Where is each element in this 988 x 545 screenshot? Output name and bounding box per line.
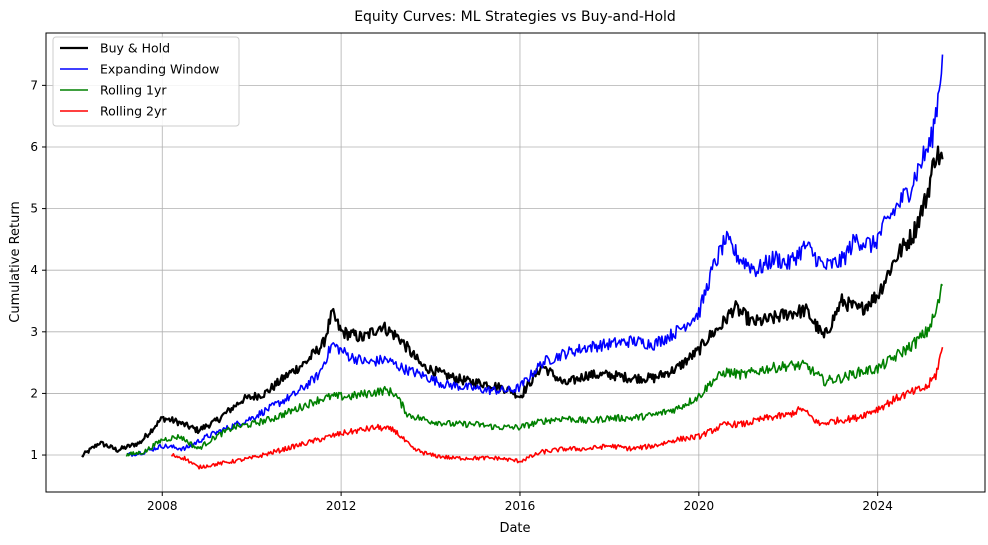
legend-label: Rolling 2yr bbox=[100, 104, 167, 119]
y-tick-label: 4 bbox=[30, 263, 38, 277]
series-line-0 bbox=[81, 145, 944, 458]
chart-title: Equity Curves: ML Strategies vs Buy-and-… bbox=[354, 9, 676, 25]
y-axis-ticks: 1 2 3 4 5 6 7 bbox=[30, 78, 46, 462]
y-tick-label: 2 bbox=[30, 386, 38, 400]
legend: Buy & Hold Expanding Window Rolling 1yr Rol… bbox=[52, 36, 240, 127]
x-tick-label: 2024 bbox=[862, 499, 893, 513]
legend-box bbox=[52, 36, 240, 127]
y-tick-label: 1 bbox=[30, 448, 38, 462]
y-tick-label: 3 bbox=[30, 325, 38, 339]
x-tick-label: 2012 bbox=[326, 499, 357, 513]
x-axis-ticks: 2008 2012 2016 2020 2024 bbox=[147, 492, 893, 513]
x-tick-label: 2020 bbox=[684, 499, 715, 513]
legend-label: Rolling 1yr bbox=[100, 83, 167, 98]
legend-label: Expanding Window bbox=[100, 62, 219, 77]
y-tick-label: 6 bbox=[30, 140, 38, 154]
series-line-1 bbox=[126, 54, 944, 457]
series-line-3 bbox=[171, 347, 944, 470]
plot-frame bbox=[45, 32, 986, 493]
x-axis-label: Date bbox=[499, 521, 530, 536]
x-tick-label: 2008 bbox=[147, 499, 178, 513]
y-axis-label: Cumulative Return bbox=[8, 201, 23, 322]
series-line-2 bbox=[125, 283, 944, 457]
legend-label: Buy & Hold bbox=[100, 41, 170, 56]
series-lines bbox=[81, 54, 944, 470]
x-tick-label: 2016 bbox=[505, 499, 536, 513]
y-tick-label: 5 bbox=[30, 202, 38, 216]
y-tick-label: 7 bbox=[30, 78, 38, 92]
